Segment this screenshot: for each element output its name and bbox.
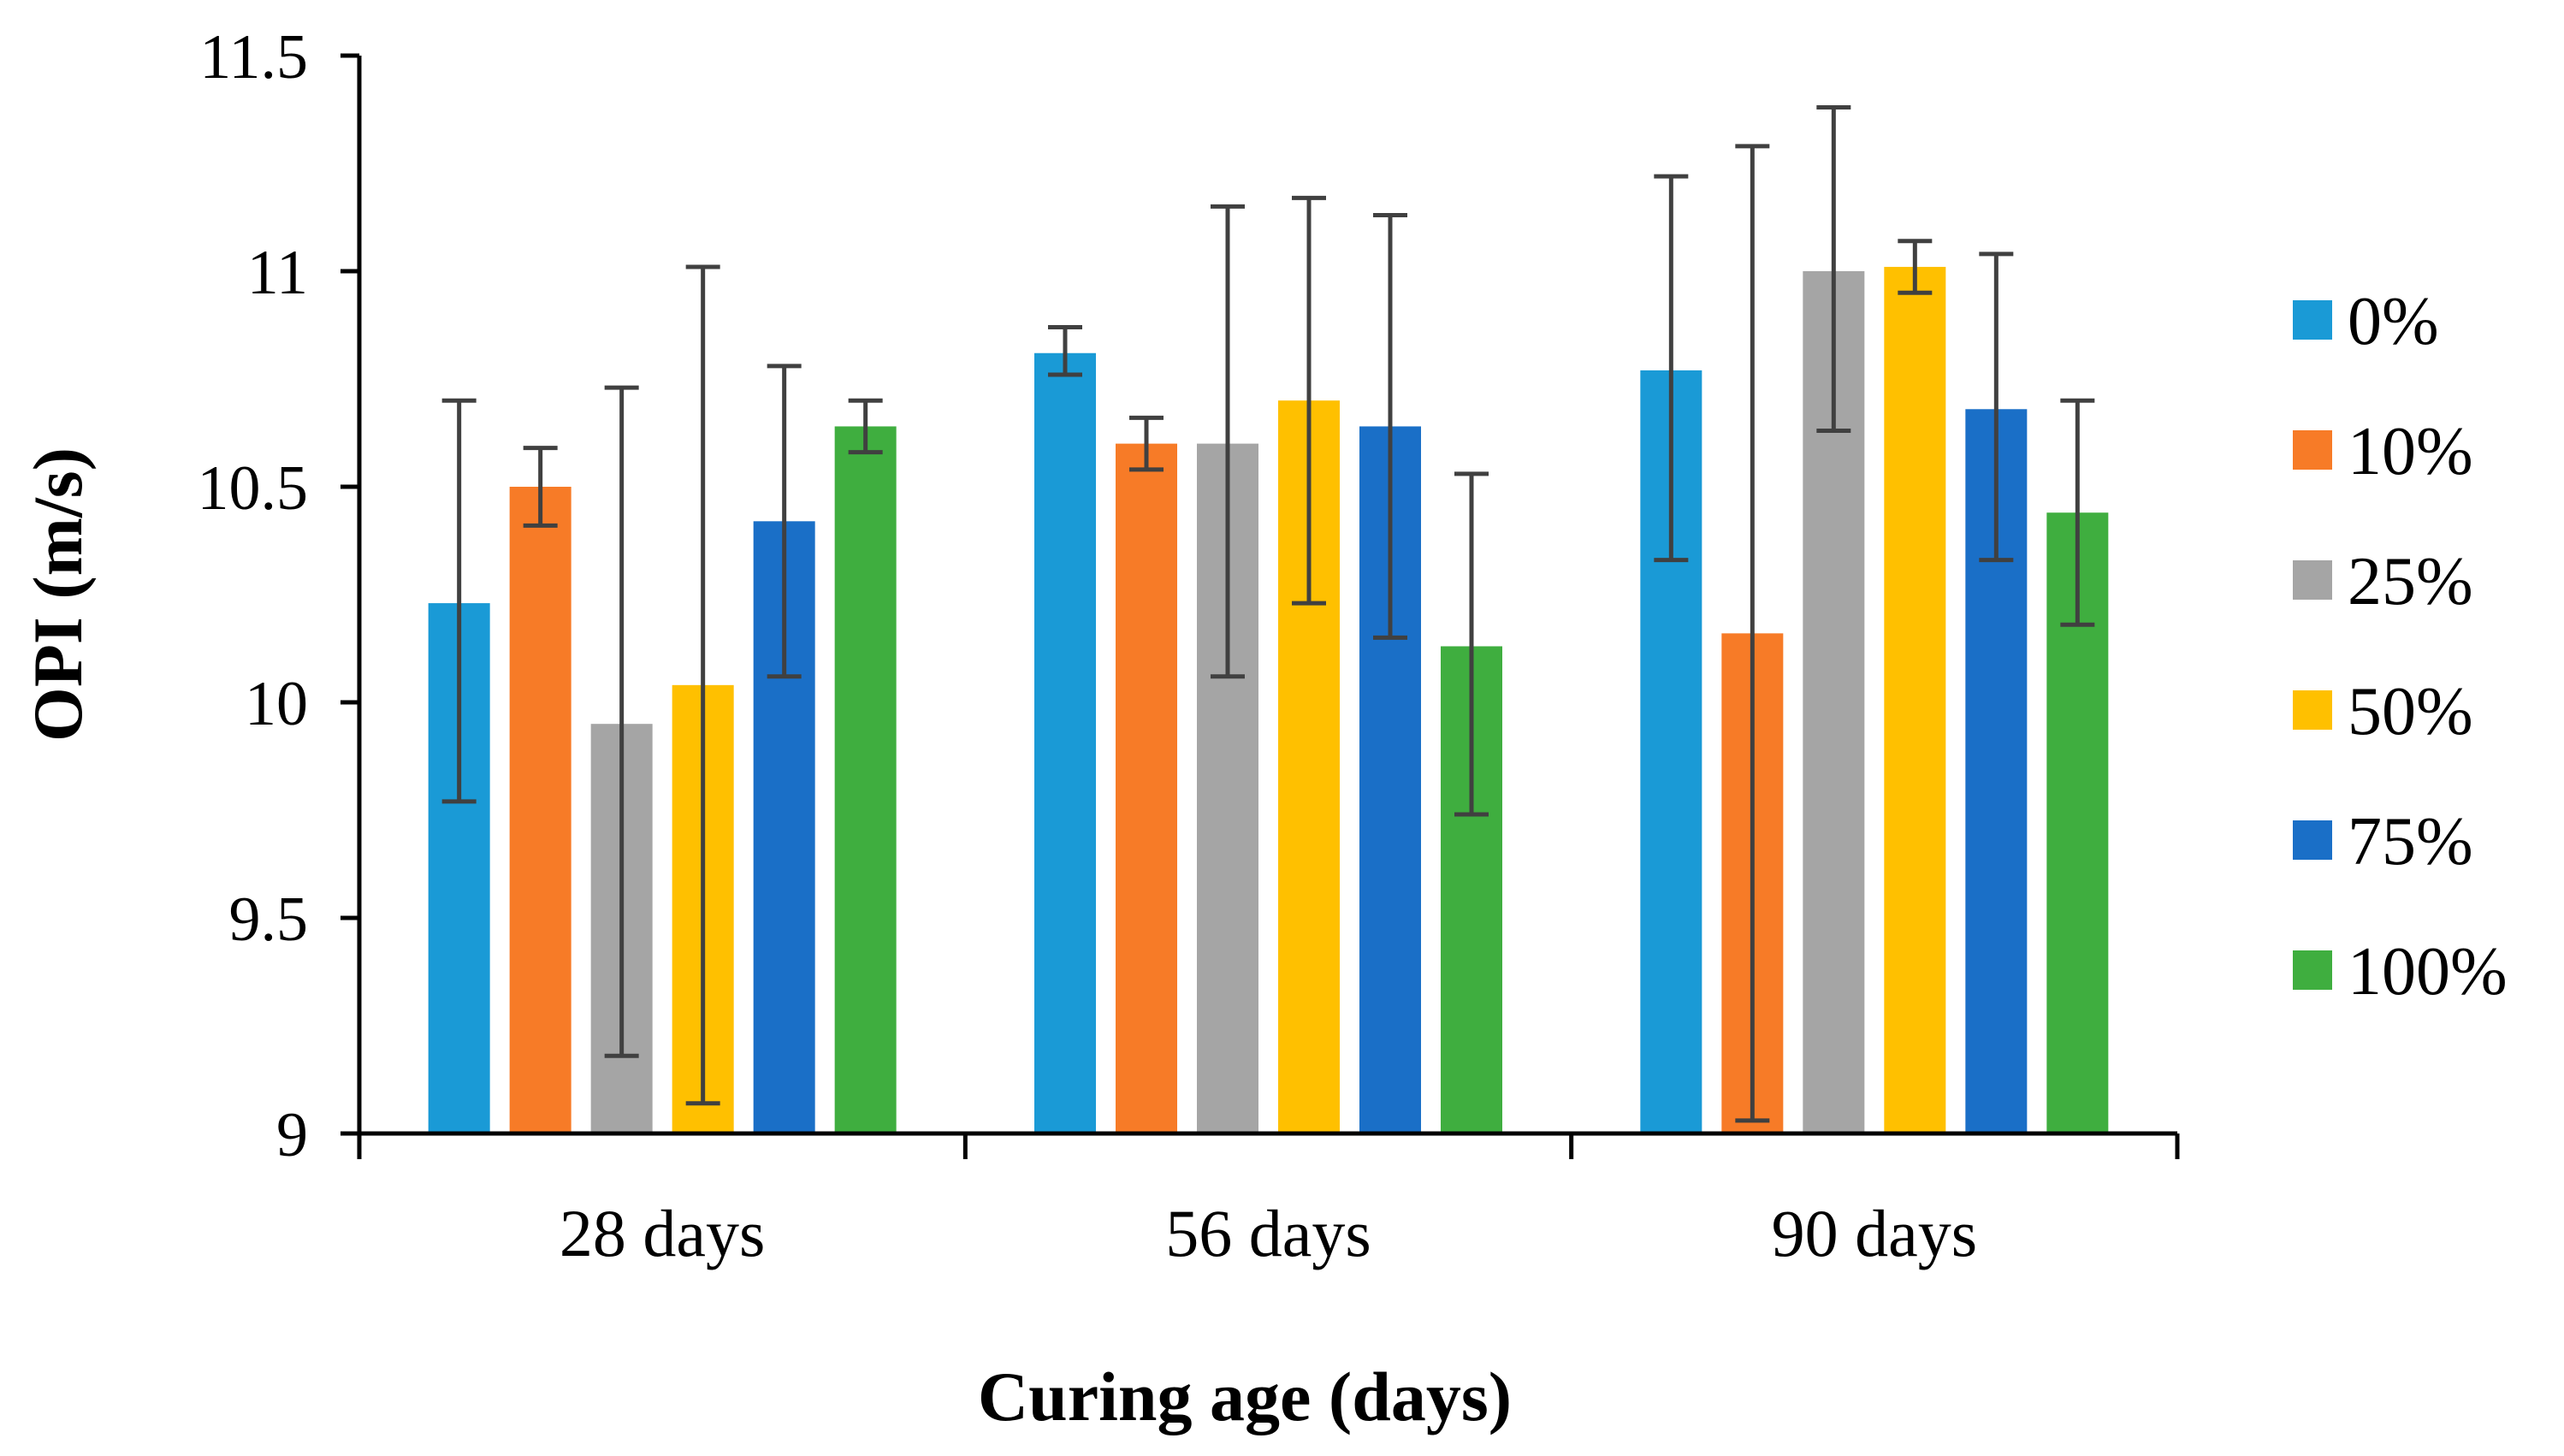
- legend-label: 25%: [2348, 544, 2473, 619]
- y-tick-label: 9.5: [229, 885, 309, 955]
- x-category-label: 90 days: [1772, 1196, 1977, 1270]
- legend-label: 50%: [2348, 674, 2473, 749]
- error-bars-layer: [441, 104, 2095, 1123]
- x-axis-title: Curing age (days): [978, 1358, 1512, 1435]
- x-category-label: 56 days: [1165, 1196, 1371, 1270]
- bar: [834, 426, 897, 1133]
- x-category-labels: 28 days 56 days 90 days: [560, 1196, 1977, 1270]
- legend-label: 100%: [2348, 934, 2508, 1009]
- legend-label: 10%: [2348, 414, 2473, 489]
- bar: [1884, 266, 1946, 1134]
- y-tick-label: 10.5: [198, 453, 309, 524]
- y-tick-label: 11: [247, 238, 308, 308]
- y-tick-label: 9: [276, 1100, 308, 1170]
- y-tick-label: 10: [245, 669, 308, 739]
- legend-swatch: [2293, 560, 2332, 600]
- legend-swatch: [2293, 430, 2332, 470]
- legend-swatch: [2293, 690, 2332, 730]
- legend-label: 0%: [2348, 284, 2439, 359]
- x-category-label: 28 days: [560, 1196, 765, 1270]
- bar: [1034, 352, 1096, 1133]
- axes-layer: [340, 53, 2180, 1159]
- legend-label: 75%: [2348, 804, 2473, 879]
- y-axis-title: OPI (m/s): [19, 447, 97, 742]
- y-tick-label: 11.5: [199, 22, 308, 92]
- legend-swatch: [2293, 950, 2332, 990]
- legend-swatch: [2293, 820, 2332, 860]
- bars-layer: [428, 266, 2109, 1134]
- bar: [1116, 443, 1177, 1133]
- legend-swatch: [2293, 300, 2332, 340]
- y-tick-labels: 9 9.5 10 10.5 11 11.5: [198, 22, 309, 1170]
- bar: [509, 487, 571, 1133]
- legend: 0% 10% 25% 50% 75% 100%: [2293, 284, 2508, 1009]
